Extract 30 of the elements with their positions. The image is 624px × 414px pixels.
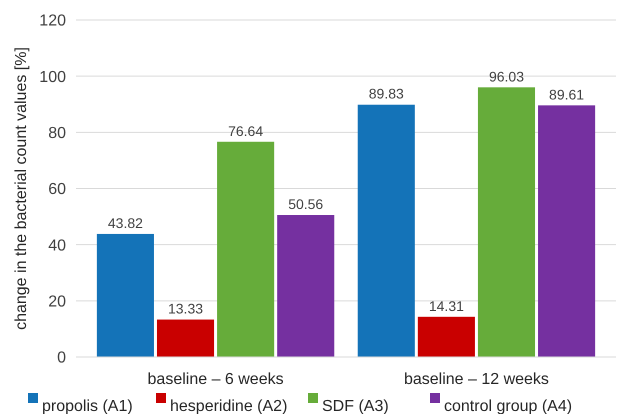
y-tick-label: 80	[48, 124, 66, 142]
y-tick-label: 0	[57, 350, 66, 367]
legend-label: control group (A4)	[444, 398, 572, 414]
bar	[418, 316, 475, 357]
legend-label: SDF (A3)	[322, 398, 389, 414]
bar	[217, 142, 274, 357]
legend-label: hesperidine (A2)	[170, 398, 288, 414]
data-label: 50.56	[288, 196, 324, 212]
y-tick-label: 100	[39, 68, 66, 86]
data-label: 43.82	[108, 214, 144, 231]
data-label: 13.33	[168, 300, 204, 317]
x-tick-label: baseline – 12 weeks	[404, 371, 549, 388]
bar	[156, 320, 214, 357]
y-tick-label: 120	[39, 12, 66, 30]
bar	[96, 234, 154, 357]
y-axis-title: change in the bacterial count values [%]	[13, 47, 30, 330]
y-tick-label: 40	[48, 237, 66, 254]
data-label: 89.83	[368, 86, 404, 102]
bar	[538, 105, 596, 357]
bar	[478, 87, 536, 357]
bar	[358, 104, 415, 357]
data-label: 89.61	[549, 86, 584, 102]
data-label: 14.31	[428, 298, 464, 314]
legend-label: propolis (A1)	[42, 398, 133, 414]
x-tick-label: baseline – 6 weeks	[148, 371, 284, 388]
data-label: 76.64	[228, 122, 264, 139]
y-tick-label: 60	[48, 181, 66, 198]
y-tick-label: 20	[48, 293, 66, 310]
bar	[277, 215, 334, 357]
data-label: 96.03	[488, 68, 524, 84]
